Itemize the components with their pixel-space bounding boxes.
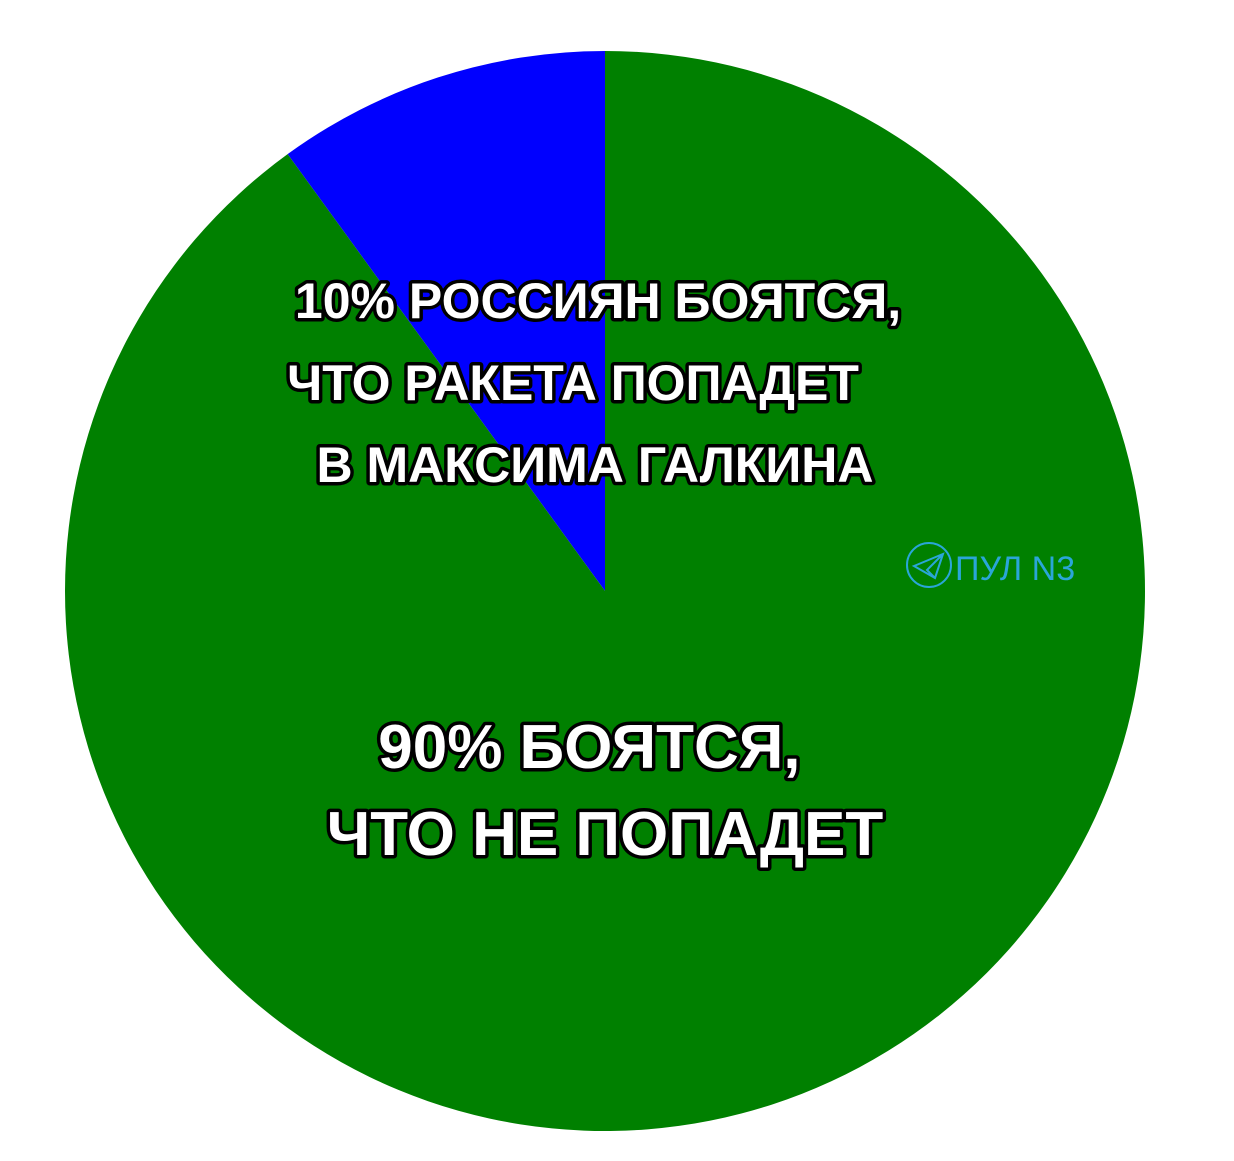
pie-slice-90 [65, 51, 1146, 1131]
telegram-icon [906, 542, 952, 588]
label-line: ЧТО НЕ ПОПАДЕТ [327, 800, 884, 869]
pie-slice-10 [287, 51, 605, 591]
slice-label-90: 90% БОЯТСЯ, ЧТО НЕ ПОПАДЕТ [327, 713, 884, 869]
label-line: ЧТО РАКЕТА ПОПАДЕТ [287, 355, 859, 411]
watermark-text: ПУЛ N3 [955, 550, 1075, 588]
label-line: 90% БОЯТСЯ, [378, 713, 800, 782]
label-line: В МАКСИМА ГАЛКИНА [317, 437, 874, 493]
label-line: 10% РОССИЯН БОЯТСЯ, [295, 273, 901, 329]
watermark: ПУЛ N3 [906, 542, 1075, 588]
slice-label-10: 10% РОССИЯН БОЯТСЯ, ЧТО РАКЕТА ПОПАДЕТ В… [287, 273, 915, 493]
